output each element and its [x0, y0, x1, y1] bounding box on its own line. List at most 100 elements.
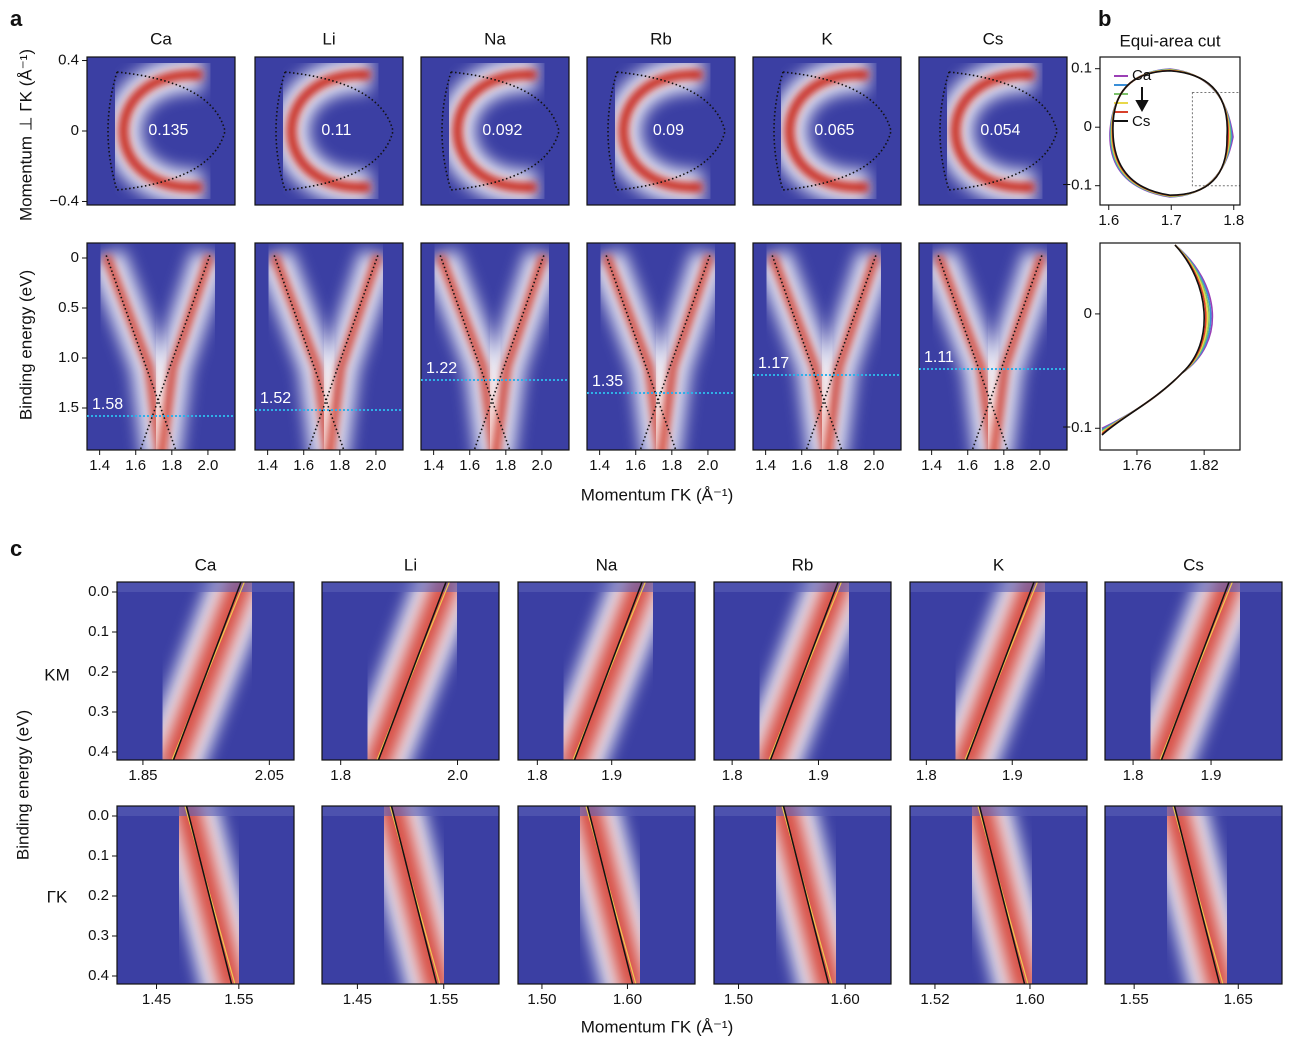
y-tick-label: 0	[71, 249, 79, 266]
x-tick-label: 1.7	[1161, 212, 1182, 229]
spectrum	[753, 243, 901, 460]
y-axis-label: Binding energy (eV)	[16, 270, 35, 420]
x-tick-label: 1.55	[224, 991, 253, 1008]
area-label: 0.11	[321, 122, 351, 139]
area-label: 0.09	[653, 122, 684, 139]
x-tick-label: 1.60	[1015, 991, 1044, 1008]
fermi-edge	[322, 582, 499, 592]
column-title: Li	[404, 555, 417, 574]
column-title: Li	[322, 29, 335, 48]
x-tick-label: 1.60	[613, 991, 642, 1008]
x-tick-label: 1.6	[957, 457, 978, 474]
spectrum	[587, 243, 735, 460]
y-tick-label: 0.0	[88, 807, 109, 824]
x-tick-label: 1.60	[831, 991, 860, 1008]
column-title: Na	[596, 555, 618, 574]
x-tick-label: 1.76	[1122, 457, 1151, 474]
fermi-edge	[117, 582, 294, 592]
x-tick-label: 1.6	[791, 457, 812, 474]
x-tick-label: 1.9	[1201, 767, 1222, 784]
panel-letter: c	[10, 536, 22, 561]
dirac-point-label: 1.17	[758, 355, 789, 372]
area-label: 0.054	[980, 122, 1020, 139]
fermi-edge	[714, 806, 891, 816]
row-label: ΓK	[47, 887, 68, 906]
fermi-contour-zoom	[1102, 245, 1204, 435]
x-tick-label: 1.50	[724, 991, 753, 1008]
x-tick-label: 1.65	[1224, 991, 1253, 1008]
panel-title: Equi-area cut	[1119, 31, 1220, 50]
x-tick-label: 1.9	[808, 767, 829, 784]
y-tick-label: 1.5	[58, 399, 79, 416]
spectrum	[910, 797, 1087, 993]
x-tick-label: 1.6	[459, 457, 480, 474]
x-tick-label: 2.0	[197, 457, 218, 474]
x-tick-label: 1.4	[921, 457, 942, 474]
x-tick-label: 2.0	[447, 767, 468, 784]
x-tick-label: 1.8	[661, 457, 682, 474]
x-tick-label: 1.9	[1002, 767, 1023, 784]
x-axis-label: Momentum ΓK (Å⁻¹)	[581, 1017, 733, 1036]
plot-frame	[1100, 57, 1240, 205]
column-title: Cs	[1183, 555, 1204, 574]
row-label: KM	[44, 665, 70, 684]
x-tick-label: 1.4	[89, 457, 110, 474]
x-tick-label: 1.9	[601, 767, 622, 784]
x-tick-label: 1.8	[827, 457, 848, 474]
legend-label: Ca	[1132, 67, 1152, 84]
spectrum	[255, 243, 403, 460]
column-title: K	[821, 29, 833, 48]
x-tick-label: 2.0	[697, 457, 718, 474]
x-tick-label: 1.6	[293, 457, 314, 474]
dirac-point-label: 1.11	[924, 349, 954, 366]
figure: a b c Equi-area cut Momentum ΓK (Å⁻¹) Mo…	[0, 0, 1295, 1040]
area-label: 0.092	[482, 122, 522, 139]
fermi-edge	[714, 582, 891, 592]
spectrum	[1105, 573, 1282, 769]
column-title: Na	[484, 29, 506, 48]
x-tick-label: 1.6	[625, 457, 646, 474]
fermi-edge	[117, 806, 294, 816]
x-tick-label: 1.6	[125, 457, 146, 474]
x-tick-label: 1.82	[1190, 457, 1219, 474]
y-tick-label: 0	[1084, 118, 1092, 135]
y-tick-label: −0.1	[1062, 177, 1092, 194]
column-title: Ca	[195, 555, 217, 574]
fermi-edge	[322, 806, 499, 816]
x-tick-label: 1.4	[423, 457, 444, 474]
x-tick-label: 1.45	[142, 991, 171, 1008]
y-tick-label: −0.1	[1062, 419, 1092, 436]
y-tick-label: 0	[71, 122, 79, 139]
dirac-point-label: 1.22	[426, 360, 457, 377]
y-axis-label: Binding energy (eV)	[13, 710, 32, 860]
y-tick-label: 0.2	[88, 887, 109, 904]
x-tick-label: 1.8	[330, 767, 351, 784]
column-title: Rb	[792, 555, 814, 574]
y-axis-label: Momentum ⊥ ΓK (Å⁻¹)	[16, 49, 35, 221]
x-tick-label: 1.52	[920, 991, 949, 1008]
y-tick-label: 0	[1084, 305, 1092, 322]
x-tick-label: 1.8	[1223, 212, 1244, 229]
y-tick-label: 0.4	[88, 743, 109, 760]
fermi-contour	[1113, 71, 1227, 195]
y-tick-label: −0.4	[49, 192, 79, 209]
x-tick-label: 2.0	[365, 457, 386, 474]
x-tick-label: 2.0	[531, 457, 552, 474]
y-tick-label: 0.3	[88, 703, 109, 720]
legend-label: Cs	[1132, 113, 1150, 130]
fermi-edge	[1105, 806, 1282, 816]
x-tick-label: 1.8	[916, 767, 937, 784]
spectrum	[322, 573, 499, 769]
y-tick-label: 0.5	[58, 299, 79, 316]
y-tick-label: 0.3	[88, 927, 109, 944]
x-tick-label: 1.8	[527, 767, 548, 784]
dirac-point-label: 1.52	[260, 390, 291, 407]
x-tick-label: 1.4	[589, 457, 610, 474]
spectrum	[322, 797, 499, 993]
x-tick-label: 1.8	[722, 767, 743, 784]
x-tick-label: 2.05	[255, 767, 284, 784]
panel-letter: b	[1098, 6, 1111, 31]
area-label: 0.065	[814, 122, 854, 139]
x-tick-label: 1.8	[329, 457, 350, 474]
spectrum	[117, 573, 294, 769]
